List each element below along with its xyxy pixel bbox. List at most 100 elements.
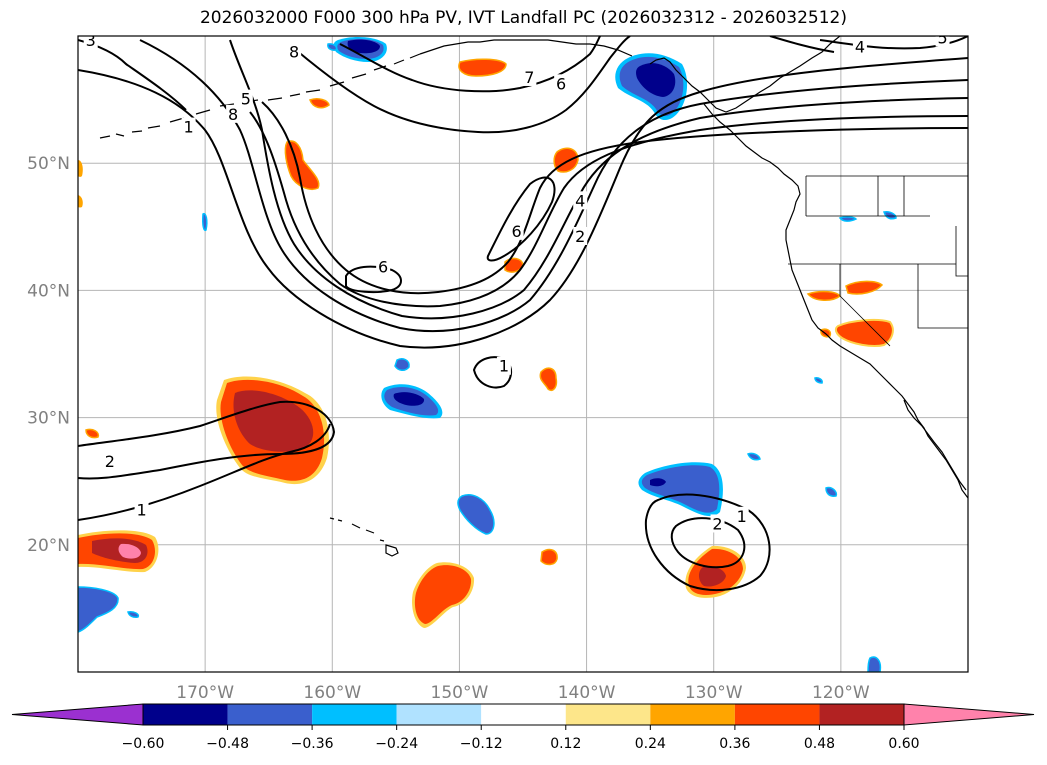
contour-label-backdrop	[573, 191, 588, 210]
colorbar-box	[143, 704, 228, 725]
contour-label-backdrop	[102, 452, 117, 471]
pv-contour	[339, 36, 601, 93]
pv-contour	[139, 39, 968, 332]
colorbar-box	[650, 704, 735, 725]
ivt-positive-region	[834, 318, 894, 348]
pv-contour	[78, 400, 336, 480]
colorbar-box	[819, 704, 904, 725]
map-frame	[77, 35, 969, 673]
hawaiian-islands	[329, 517, 399, 557]
colorbar-outline	[142, 703, 905, 726]
contour-label-backdrop	[710, 514, 725, 533]
contour-label: 1	[184, 118, 194, 137]
pv-contours	[78, 36, 968, 592]
pv-contour	[769, 36, 835, 53]
pv-contour	[472, 356, 512, 389]
contour-label-backdrop	[554, 74, 569, 93]
ivt-positive-region	[540, 548, 558, 566]
ivt-negative-region	[394, 358, 410, 371]
contour-label-backdrop	[287, 42, 302, 61]
figure-title: 2026032000 F000 300 hPa PV, IVT Landfall…	[199, 8, 847, 28]
ivt-positive-region	[78, 195, 83, 208]
contour-label: 3	[86, 31, 96, 50]
contour-label: 2	[712, 514, 722, 533]
longitude-tick-label: 130°W	[685, 683, 743, 703]
colorbar-tick-label: 0.48	[804, 736, 835, 752]
colorbar-tick-label: −0.12	[460, 736, 503, 752]
contour-label-backdrop	[376, 257, 391, 276]
ivt-negative-region	[650, 478, 666, 487]
contour-label: 4	[855, 37, 865, 56]
contour-label: 1	[737, 507, 747, 526]
colorbar-extend-high	[903, 703, 1035, 726]
ivt-positive-region	[539, 367, 558, 392]
colorbar-tick-label: −0.24	[375, 736, 418, 752]
longitude-tick-label: 120°W	[812, 683, 870, 703]
colorbar-tick-label: 0.24	[635, 736, 666, 752]
colorbar-box	[396, 704, 482, 725]
ivt-negative-region	[641, 465, 720, 513]
pv-contour	[819, 36, 968, 50]
pv-contour	[249, 111, 968, 308]
pv-contour	[78, 57, 968, 349]
contour-label-backdrop	[522, 67, 537, 86]
ivt-negative-region	[78, 586, 119, 633]
contour-label-backdrop	[496, 356, 511, 375]
ivt-positive-region	[85, 428, 100, 439]
contour-label-backdrop	[573, 226, 588, 245]
latitude-tick-label: 50°N	[27, 154, 70, 174]
contour-label: 2	[575, 227, 585, 246]
colorbar-box	[227, 704, 313, 725]
longitude-tick-label: 140°W	[558, 683, 616, 703]
colorbar-tick-label: 0.36	[719, 736, 750, 752]
colorbar-extend-low	[11, 703, 144, 726]
ivt-positive-region	[233, 390, 314, 452]
ivt-negative-region	[636, 63, 676, 97]
contour-label: 5	[937, 29, 947, 48]
colorbar-tick-label: 0.12	[550, 736, 581, 752]
ivt-negative-region	[347, 39, 380, 54]
longitude-axis: 170°W 160°W 150°W 140°W 130°W 120°W	[176, 683, 870, 703]
contour-label-backdrop	[226, 104, 241, 123]
contour-label-backdrop	[509, 221, 524, 240]
contour-label: 2	[105, 452, 115, 471]
ivt-negative-region	[867, 656, 882, 672]
contour-label-backdrop	[83, 36, 98, 50]
contour-label: 1	[136, 500, 146, 519]
longitude-tick-label: 160°W	[303, 683, 361, 703]
latitude-tick-label: 20°N	[27, 536, 70, 556]
contour-label: 6	[512, 222, 522, 241]
pv-contour	[229, 39, 968, 320]
ivt-negative-region	[393, 392, 425, 406]
ivt-negative-region	[814, 377, 823, 384]
alaska-southcoast	[419, 39, 633, 57]
colorbar-box	[481, 704, 566, 725]
contour-label: 7	[524, 68, 534, 87]
colorbar-tick-label: −0.48	[206, 736, 249, 752]
us-state-borders	[788, 175, 968, 347]
pv-contour	[78, 423, 331, 521]
ivt-negative-region	[825, 486, 838, 497]
map-panel	[78, 36, 968, 672]
ivt-negative-region	[327, 43, 338, 51]
contour-label: 8	[289, 43, 299, 62]
ivt-positive-region	[309, 98, 330, 109]
contour-label-backdrop	[734, 506, 749, 525]
contour-label: 6	[378, 258, 388, 277]
ivt-positive-region	[458, 58, 507, 77]
ivt-positive-region	[414, 565, 472, 624]
colorbar-box	[734, 704, 820, 725]
ivt-positive-region	[698, 566, 726, 587]
ivt-negative-region	[457, 494, 495, 535]
ivt-negative-region	[747, 452, 761, 461]
contour-label: 8	[228, 105, 238, 124]
longitude-tick-label: 170°W	[176, 683, 234, 703]
pv-contour	[345, 265, 402, 294]
contour-label-backdrop	[134, 500, 149, 519]
contour-label-backdrop	[181, 117, 196, 136]
ivt-positive-region	[845, 280, 884, 295]
longitude-tick-label: 150°W	[431, 683, 489, 703]
pv-contour	[644, 493, 771, 592]
